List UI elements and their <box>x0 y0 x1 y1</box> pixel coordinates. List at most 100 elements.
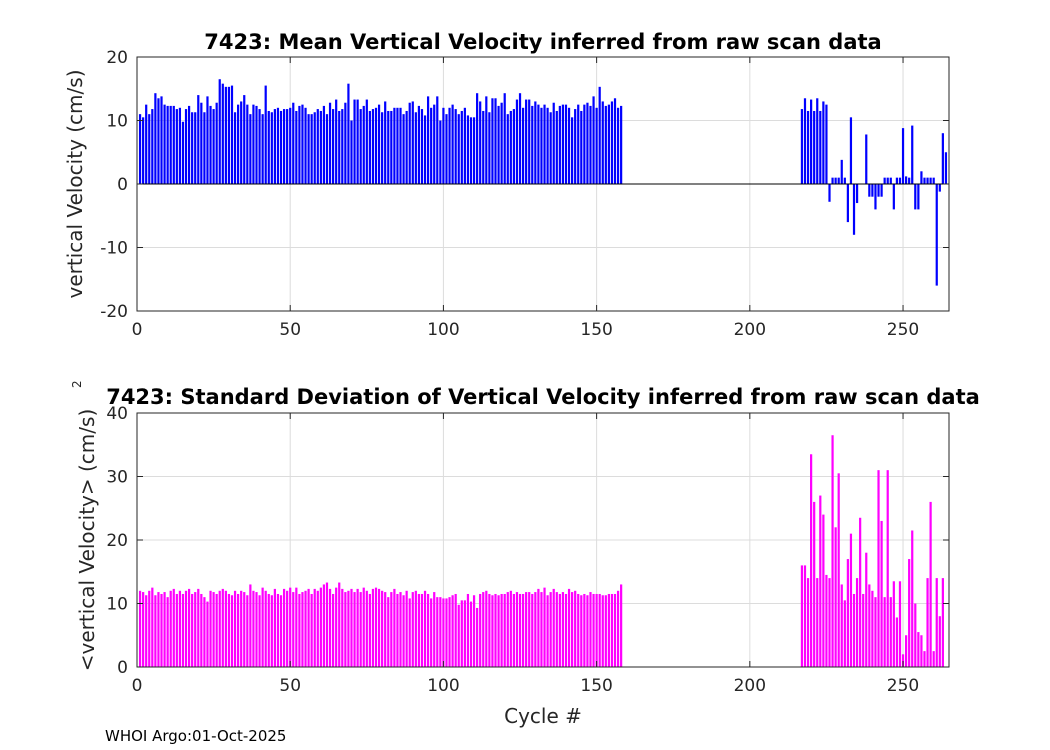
mean-bar <box>384 101 387 184</box>
std-bar <box>871 590 874 667</box>
mean-bar <box>840 159 843 184</box>
mean-bar <box>463 107 466 184</box>
std-bar <box>393 588 396 667</box>
std-bar <box>583 593 586 667</box>
std-bar <box>209 590 212 667</box>
std-bar <box>249 584 252 667</box>
std-bar <box>488 593 491 667</box>
std-bar <box>436 597 439 667</box>
mean-bar <box>558 105 561 184</box>
mean-bar <box>279 110 283 184</box>
mean-bar <box>852 184 856 235</box>
std-bar <box>328 588 332 667</box>
std-bar <box>503 593 506 667</box>
std-bar <box>558 593 561 667</box>
mean-bar <box>944 152 948 184</box>
std-bar <box>316 590 319 667</box>
std-bar <box>227 593 231 667</box>
mean-bar <box>574 109 577 184</box>
std-bar <box>448 597 451 667</box>
std-bar <box>411 592 414 667</box>
mean-bar <box>417 105 421 184</box>
mean-bar <box>215 102 218 184</box>
std-bar <box>834 527 837 667</box>
mean-bar <box>500 102 503 184</box>
std-bar <box>353 592 356 667</box>
mean-y-axis-label: vertical Velocity (cm/s) <box>63 70 87 299</box>
std-bar <box>923 651 926 668</box>
mean-bar <box>485 96 488 184</box>
mean-bar <box>932 177 935 184</box>
mean-bar <box>387 110 390 184</box>
mean-bar <box>301 104 304 185</box>
std-bar <box>831 435 834 667</box>
mean-bar <box>935 184 938 286</box>
mean-bar <box>497 105 500 184</box>
std-y-axis-label-group: <vertical Velocity> (cm/s) 2 <box>70 380 99 671</box>
std-bar <box>595 593 598 667</box>
mean-bar <box>601 101 604 184</box>
mean-bar <box>476 93 479 184</box>
std-bar <box>908 559 911 667</box>
mean-bar <box>589 105 592 184</box>
std-bar <box>589 592 592 667</box>
mean-bar <box>148 114 151 184</box>
std-y-tick-label: 10 <box>106 595 128 615</box>
std-bar <box>344 592 347 667</box>
std-bar <box>837 473 840 667</box>
mean-bar <box>368 110 371 184</box>
std-bar <box>469 601 473 667</box>
mean-chart-title: 7423: Mean Vertical Velocity inferred fr… <box>204 30 881 54</box>
mean-bar <box>494 98 497 184</box>
mean-bar <box>341 109 344 184</box>
std-bar <box>233 590 237 667</box>
mean-bar <box>430 107 433 184</box>
std-bar <box>604 595 607 667</box>
std-bar <box>552 588 555 667</box>
std-bar <box>540 592 543 667</box>
mean-bar <box>304 107 307 184</box>
std-y-tick-label: 40 <box>106 404 128 424</box>
std-x-tick-labels: 0 50 100 150 200 250 <box>132 413 919 696</box>
mean-bar <box>911 125 914 184</box>
std-bar <box>194 592 197 667</box>
mean-bar <box>191 112 194 184</box>
mean-bar <box>892 184 895 210</box>
std-bar <box>160 593 163 667</box>
std-bar <box>546 595 549 667</box>
std-x-axis-label: Cycle # <box>504 704 582 728</box>
std-velocity-panel: 0 10 20 30 40 0 50 100 150 200 250 7423: Standard… <box>70 380 980 728</box>
std-bar <box>905 635 908 667</box>
std-bar <box>592 593 595 667</box>
std-bar <box>935 578 938 667</box>
mean-bar <box>561 104 565 185</box>
mean-bar <box>534 101 537 184</box>
std-bar <box>901 654 905 667</box>
mean-bar <box>408 102 411 184</box>
std-bar <box>261 587 264 668</box>
std-bar <box>892 581 895 667</box>
mean-bar <box>338 110 341 184</box>
std-x-tick-label: 100 <box>427 676 459 696</box>
mean-bar <box>822 101 825 184</box>
mean-bar <box>209 105 212 184</box>
mean-bar <box>454 109 457 184</box>
mean-bar <box>138 114 142 184</box>
std-chart-title: 7423: Standard Deviation of Vertical Vel… <box>106 385 980 409</box>
mean-bar <box>908 177 911 184</box>
mean-bar <box>423 115 427 184</box>
std-bars <box>138 435 944 668</box>
std-bar <box>852 593 856 667</box>
std-bar <box>350 588 353 667</box>
std-bar <box>270 595 273 667</box>
std-bar <box>506 592 509 667</box>
mean-bar <box>880 184 883 197</box>
std-bar <box>138 590 142 667</box>
std-y-tick-label: 30 <box>106 468 128 488</box>
std-x-tick-label: 250 <box>887 676 919 696</box>
mean-bar <box>420 109 424 184</box>
mean-bar <box>806 110 810 184</box>
std-bar <box>460 600 463 667</box>
mean-bar <box>469 117 473 184</box>
